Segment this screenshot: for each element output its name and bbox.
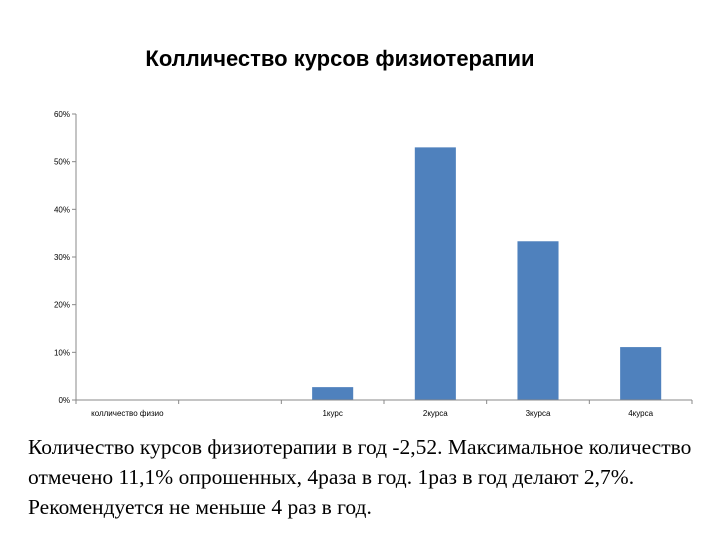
bars: [312, 147, 662, 400]
y-tick-label: 20%: [54, 301, 70, 310]
x-tick-label: 4курса: [628, 409, 653, 418]
x-tick-label: 3курса: [526, 409, 551, 418]
y-tick-label: 10%: [54, 348, 70, 357]
x-tick-label: колличество физио: [91, 409, 164, 418]
x-axis: колличество физио 1курс 2курса 3курса 4курса: [75, 399, 693, 418]
y-tick-label: 40%: [54, 205, 70, 214]
bar: [620, 347, 662, 400]
x-tick-label: 1курс: [322, 409, 342, 418]
y-tick-label: 30%: [54, 253, 70, 262]
bar: [312, 387, 354, 400]
bar: [517, 241, 559, 400]
bar-chart: 0% 10% 20% 30% 40% 50% 60% колличество физио 1к…: [54, 110, 693, 418]
y-tick-label: 60%: [54, 110, 70, 119]
y-axis: 0% 10% 20% 30% 40% 50% 60%: [54, 110, 77, 405]
x-tick-label: 2курса: [423, 409, 448, 418]
y-tick-label: 0%: [58, 396, 70, 405]
caption-text: Количество курсов физиотерапии в год -2,…: [28, 435, 692, 519]
y-tick-label: 50%: [54, 158, 70, 167]
bar: [414, 147, 456, 400]
chart-title: Колличество курсов физиотерапии: [145, 46, 535, 71]
